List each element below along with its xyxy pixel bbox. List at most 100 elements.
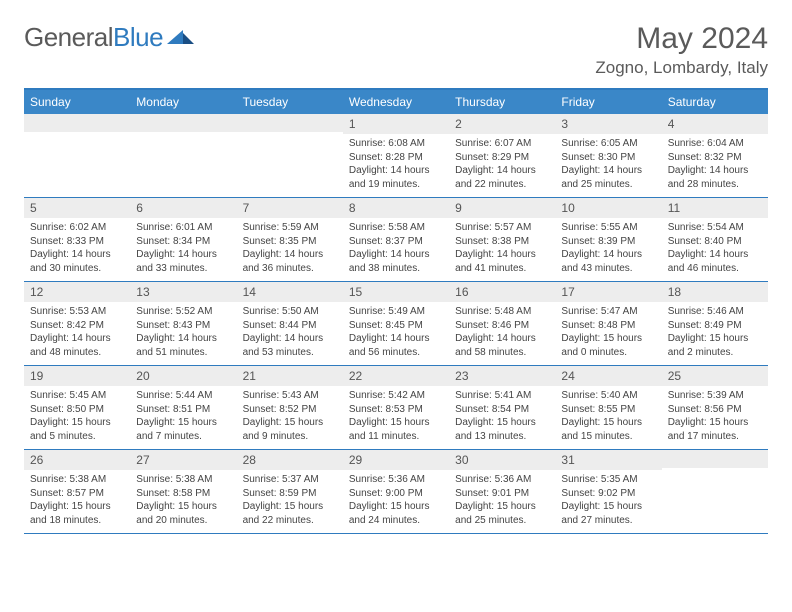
- day-details: Sunrise: 5:46 AMSunset: 8:49 PMDaylight:…: [662, 302, 768, 365]
- sunrise-line: Sunrise: 5:59 AM: [243, 221, 337, 235]
- dayname-header: Wednesday: [343, 90, 449, 114]
- day-number: 24: [555, 366, 661, 386]
- day-number: 2: [449, 114, 555, 134]
- day-details: Sunrise: 5:37 AMSunset: 8:59 PMDaylight:…: [237, 470, 343, 533]
- calendar-cell: 15Sunrise: 5:49 AMSunset: 8:45 PMDayligh…: [343, 282, 449, 365]
- day-details: Sunrise: 5:36 AMSunset: 9:00 PMDaylight:…: [343, 470, 449, 533]
- daylight-line: Daylight: 15 hours and 5 minutes.: [30, 416, 124, 443]
- day-number: 18: [662, 282, 768, 302]
- sunrise-line: Sunrise: 5:54 AM: [668, 221, 762, 235]
- day-number: 27: [130, 450, 236, 470]
- day-number: 16: [449, 282, 555, 302]
- day-details: Sunrise: 6:08 AMSunset: 8:28 PMDaylight:…: [343, 134, 449, 197]
- day-number: 1: [343, 114, 449, 134]
- calendar-cell: 24Sunrise: 5:40 AMSunset: 8:55 PMDayligh…: [555, 366, 661, 449]
- day-number: [130, 114, 236, 132]
- daylight-line: Daylight: 15 hours and 24 minutes.: [349, 500, 443, 527]
- day-details: [237, 132, 343, 186]
- day-details: Sunrise: 5:53 AMSunset: 8:42 PMDaylight:…: [24, 302, 130, 365]
- day-details: Sunrise: 5:43 AMSunset: 8:52 PMDaylight:…: [237, 386, 343, 449]
- calendar-cell: 21Sunrise: 5:43 AMSunset: 8:52 PMDayligh…: [237, 366, 343, 449]
- day-details: Sunrise: 5:55 AMSunset: 8:39 PMDaylight:…: [555, 218, 661, 281]
- day-details: Sunrise: 5:45 AMSunset: 8:50 PMDaylight:…: [24, 386, 130, 449]
- day-number: 20: [130, 366, 236, 386]
- sunset-line: Sunset: 8:54 PM: [455, 403, 549, 417]
- calendar-cell: 4Sunrise: 6:04 AMSunset: 8:32 PMDaylight…: [662, 114, 768, 197]
- day-details: Sunrise: 5:40 AMSunset: 8:55 PMDaylight:…: [555, 386, 661, 449]
- daylight-line: Daylight: 14 hours and 25 minutes.: [561, 164, 655, 191]
- calendar-cell: 23Sunrise: 5:41 AMSunset: 8:54 PMDayligh…: [449, 366, 555, 449]
- day-details: Sunrise: 5:58 AMSunset: 8:37 PMDaylight:…: [343, 218, 449, 281]
- calendar-cell: 17Sunrise: 5:47 AMSunset: 8:48 PMDayligh…: [555, 282, 661, 365]
- day-number: [662, 450, 768, 468]
- calendar-cell: 3Sunrise: 6:05 AMSunset: 8:30 PMDaylight…: [555, 114, 661, 197]
- day-number: 26: [24, 450, 130, 470]
- sunrise-line: Sunrise: 5:49 AM: [349, 305, 443, 319]
- daylight-line: Daylight: 15 hours and 18 minutes.: [30, 500, 124, 527]
- sunrise-line: Sunrise: 5:44 AM: [136, 389, 230, 403]
- day-details: Sunrise: 5:48 AMSunset: 8:46 PMDaylight:…: [449, 302, 555, 365]
- sunrise-line: Sunrise: 5:38 AM: [30, 473, 124, 487]
- brand-part2: Blue: [113, 22, 163, 52]
- sunrise-line: Sunrise: 5:58 AM: [349, 221, 443, 235]
- sunrise-line: Sunrise: 5:53 AM: [30, 305, 124, 319]
- day-number: 21: [237, 366, 343, 386]
- sunrise-line: Sunrise: 5:39 AM: [668, 389, 762, 403]
- day-number: 17: [555, 282, 661, 302]
- daylight-line: Daylight: 15 hours and 25 minutes.: [455, 500, 549, 527]
- month-title: May 2024: [595, 22, 768, 56]
- daylight-line: Daylight: 15 hours and 9 minutes.: [243, 416, 337, 443]
- calendar-cell: 13Sunrise: 5:52 AMSunset: 8:43 PMDayligh…: [130, 282, 236, 365]
- calendar-cell: 20Sunrise: 5:44 AMSunset: 8:51 PMDayligh…: [130, 366, 236, 449]
- day-details: [24, 132, 130, 186]
- daylight-line: Daylight: 14 hours and 53 minutes.: [243, 332, 337, 359]
- day-details: Sunrise: 6:04 AMSunset: 8:32 PMDaylight:…: [662, 134, 768, 197]
- brand-part1: General: [24, 22, 113, 52]
- sunset-line: Sunset: 9:02 PM: [561, 487, 655, 501]
- day-details: Sunrise: 5:42 AMSunset: 8:53 PMDaylight:…: [343, 386, 449, 449]
- sunrise-line: Sunrise: 5:52 AM: [136, 305, 230, 319]
- calendar-week: 5Sunrise: 6:02 AMSunset: 8:33 PMDaylight…: [24, 198, 768, 282]
- daylight-line: Daylight: 14 hours and 38 minutes.: [349, 248, 443, 275]
- calendar-week: 1Sunrise: 6:08 AMSunset: 8:28 PMDaylight…: [24, 114, 768, 198]
- day-details: Sunrise: 6:07 AMSunset: 8:29 PMDaylight:…: [449, 134, 555, 197]
- daylight-line: Daylight: 15 hours and 20 minutes.: [136, 500, 230, 527]
- day-details: Sunrise: 5:50 AMSunset: 8:44 PMDaylight:…: [237, 302, 343, 365]
- dayname-row: SundayMondayTuesdayWednesdayThursdayFrid…: [24, 90, 768, 114]
- daylight-line: Daylight: 15 hours and 22 minutes.: [243, 500, 337, 527]
- sunset-line: Sunset: 8:56 PM: [668, 403, 762, 417]
- daylight-line: Daylight: 14 hours and 48 minutes.: [30, 332, 124, 359]
- day-details: Sunrise: 5:35 AMSunset: 9:02 PMDaylight:…: [555, 470, 661, 533]
- sunrise-line: Sunrise: 5:37 AM: [243, 473, 337, 487]
- dayname-header: Friday: [555, 90, 661, 114]
- sunset-line: Sunset: 8:32 PM: [668, 151, 762, 165]
- sunset-line: Sunset: 8:50 PM: [30, 403, 124, 417]
- daylight-line: Daylight: 15 hours and 11 minutes.: [349, 416, 443, 443]
- day-number: 23: [449, 366, 555, 386]
- day-details: Sunrise: 5:38 AMSunset: 8:58 PMDaylight:…: [130, 470, 236, 533]
- calendar-cell: 12Sunrise: 5:53 AMSunset: 8:42 PMDayligh…: [24, 282, 130, 365]
- sunrise-line: Sunrise: 5:48 AM: [455, 305, 549, 319]
- sunset-line: Sunset: 8:48 PM: [561, 319, 655, 333]
- calendar-cell: 19Sunrise: 5:45 AMSunset: 8:50 PMDayligh…: [24, 366, 130, 449]
- day-number: 8: [343, 198, 449, 218]
- day-number: 15: [343, 282, 449, 302]
- sunset-line: Sunset: 8:55 PM: [561, 403, 655, 417]
- daylight-line: Daylight: 14 hours and 33 minutes.: [136, 248, 230, 275]
- page-header: GeneralBlue May 2024 Zogno, Lombardy, It…: [24, 22, 768, 78]
- day-details: Sunrise: 5:59 AMSunset: 8:35 PMDaylight:…: [237, 218, 343, 281]
- day-details: Sunrise: 5:39 AMSunset: 8:56 PMDaylight:…: [662, 386, 768, 449]
- day-details: Sunrise: 6:01 AMSunset: 8:34 PMDaylight:…: [130, 218, 236, 281]
- day-number: 11: [662, 198, 768, 218]
- calendar-cell: 18Sunrise: 5:46 AMSunset: 8:49 PMDayligh…: [662, 282, 768, 365]
- sunset-line: Sunset: 8:30 PM: [561, 151, 655, 165]
- brand-mark-icon: [167, 26, 195, 51]
- sunset-line: Sunset: 8:42 PM: [30, 319, 124, 333]
- day-number: 22: [343, 366, 449, 386]
- day-details: Sunrise: 5:52 AMSunset: 8:43 PMDaylight:…: [130, 302, 236, 365]
- day-number: 25: [662, 366, 768, 386]
- calendar-cell: 16Sunrise: 5:48 AMSunset: 8:46 PMDayligh…: [449, 282, 555, 365]
- day-details: Sunrise: 5:47 AMSunset: 8:48 PMDaylight:…: [555, 302, 661, 365]
- daylight-line: Daylight: 15 hours and 2 minutes.: [668, 332, 762, 359]
- daylight-line: Daylight: 14 hours and 30 minutes.: [30, 248, 124, 275]
